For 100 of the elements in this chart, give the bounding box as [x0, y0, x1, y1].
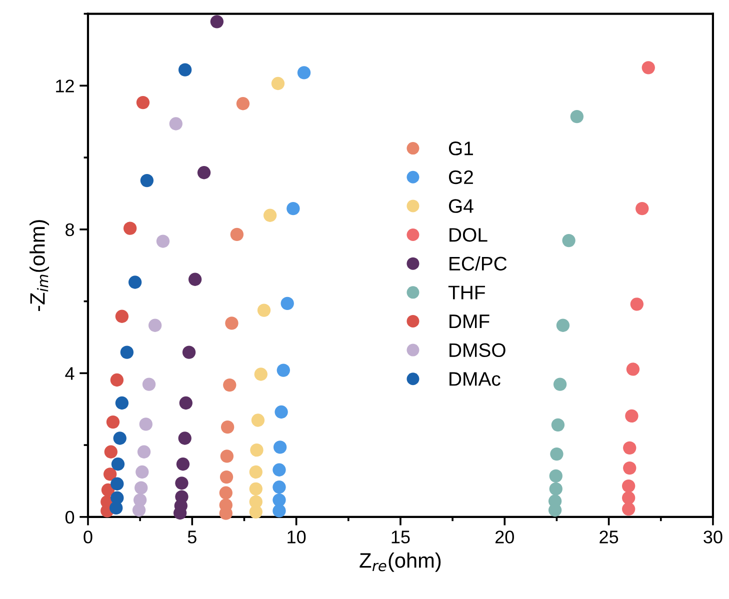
- x-tick-label: 15: [392, 530, 410, 544]
- point: [249, 465, 262, 479]
- y-axis-title: -Z$_{im}$(ohm): [30, 220, 49, 311]
- point: [197, 166, 211, 180]
- point: [178, 63, 192, 76]
- point: [136, 465, 149, 479]
- point: [210, 15, 224, 28]
- point: [251, 414, 265, 427]
- point: [254, 368, 268, 381]
- point: [623, 441, 636, 455]
- point: [553, 378, 567, 391]
- point: [178, 432, 192, 445]
- point: [548, 504, 562, 517]
- point: [169, 117, 182, 130]
- point: [257, 304, 271, 317]
- point: [623, 461, 636, 475]
- point: [115, 310, 129, 323]
- point: [570, 110, 584, 124]
- point: [280, 296, 294, 310]
- legend-label: THF: [448, 286, 485, 300]
- point: [250, 444, 264, 457]
- x-axis-title: Z$_{re}$(ohm): [360, 552, 441, 572]
- point: [562, 234, 576, 248]
- point: [272, 480, 286, 494]
- point: [136, 96, 150, 110]
- point: [219, 486, 232, 500]
- point: [176, 458, 190, 471]
- point: [236, 97, 250, 110]
- point: [225, 316, 238, 330]
- point: [642, 61, 655, 74]
- y-tick-label: 4: [65, 367, 74, 380]
- point: [549, 482, 562, 496]
- point: [230, 228, 244, 242]
- point: [103, 468, 117, 481]
- point: [630, 298, 644, 311]
- point: [220, 420, 234, 434]
- point: [139, 418, 152, 431]
- point: [134, 481, 148, 494]
- point: [625, 409, 638, 423]
- point: [549, 469, 562, 483]
- point: [297, 66, 311, 80]
- legend-label: DMAc: [450, 372, 500, 386]
- point: [156, 234, 170, 248]
- point: [123, 222, 137, 235]
- y-tick-label: 0: [65, 510, 74, 524]
- point: [128, 276, 142, 289]
- point: [626, 362, 640, 376]
- x-tick-label: 30: [704, 530, 722, 544]
- point: [263, 208, 277, 222]
- point: [137, 445, 151, 458]
- y-tick-label: 8: [66, 223, 74, 236]
- point: [249, 482, 262, 496]
- point: [148, 318, 162, 332]
- legend-label: DMF: [450, 314, 490, 328]
- point: [274, 405, 288, 419]
- point: [106, 415, 120, 429]
- legend-label: DOL: [450, 228, 488, 242]
- point: [556, 318, 570, 332]
- point: [636, 202, 649, 216]
- point: [223, 378, 236, 392]
- point: [104, 445, 118, 458]
- point: [179, 396, 192, 410]
- point: [273, 440, 287, 454]
- y-tick-label: 12: [56, 80, 74, 92]
- point: [276, 364, 290, 377]
- point: [142, 378, 156, 391]
- point: [120, 346, 134, 359]
- point: [110, 477, 124, 490]
- point: [220, 470, 234, 484]
- legend-label: G2: [448, 170, 473, 184]
- x-tick-label: 10: [288, 530, 306, 544]
- point: [175, 476, 188, 490]
- point: [110, 501, 123, 515]
- point: [551, 418, 565, 432]
- point: [140, 174, 154, 188]
- legend-label: EC/PC: [450, 256, 507, 271]
- point: [111, 458, 125, 471]
- legend-label: G4: [448, 199, 474, 213]
- x-tick-label: 5: [188, 530, 196, 544]
- point: [622, 502, 636, 516]
- point: [622, 479, 636, 493]
- point: [622, 491, 636, 504]
- point: [182, 346, 196, 359]
- point: [286, 202, 300, 216]
- point: [272, 463, 286, 476]
- point: [550, 447, 564, 461]
- point: [110, 373, 124, 387]
- legend-label: G1: [448, 142, 473, 156]
- x-tick-label: 0: [84, 530, 92, 544]
- point: [188, 272, 202, 286]
- point: [115, 396, 129, 410]
- point: [220, 450, 234, 463]
- point: [271, 76, 285, 90]
- point: [249, 505, 262, 518]
- legend-label: DMSO: [450, 343, 506, 358]
- point: [272, 504, 286, 518]
- x-tick-label: 25: [600, 530, 618, 544]
- x-tick-label: 20: [496, 530, 514, 544]
- point: [132, 504, 146, 517]
- point: [113, 432, 126, 445]
